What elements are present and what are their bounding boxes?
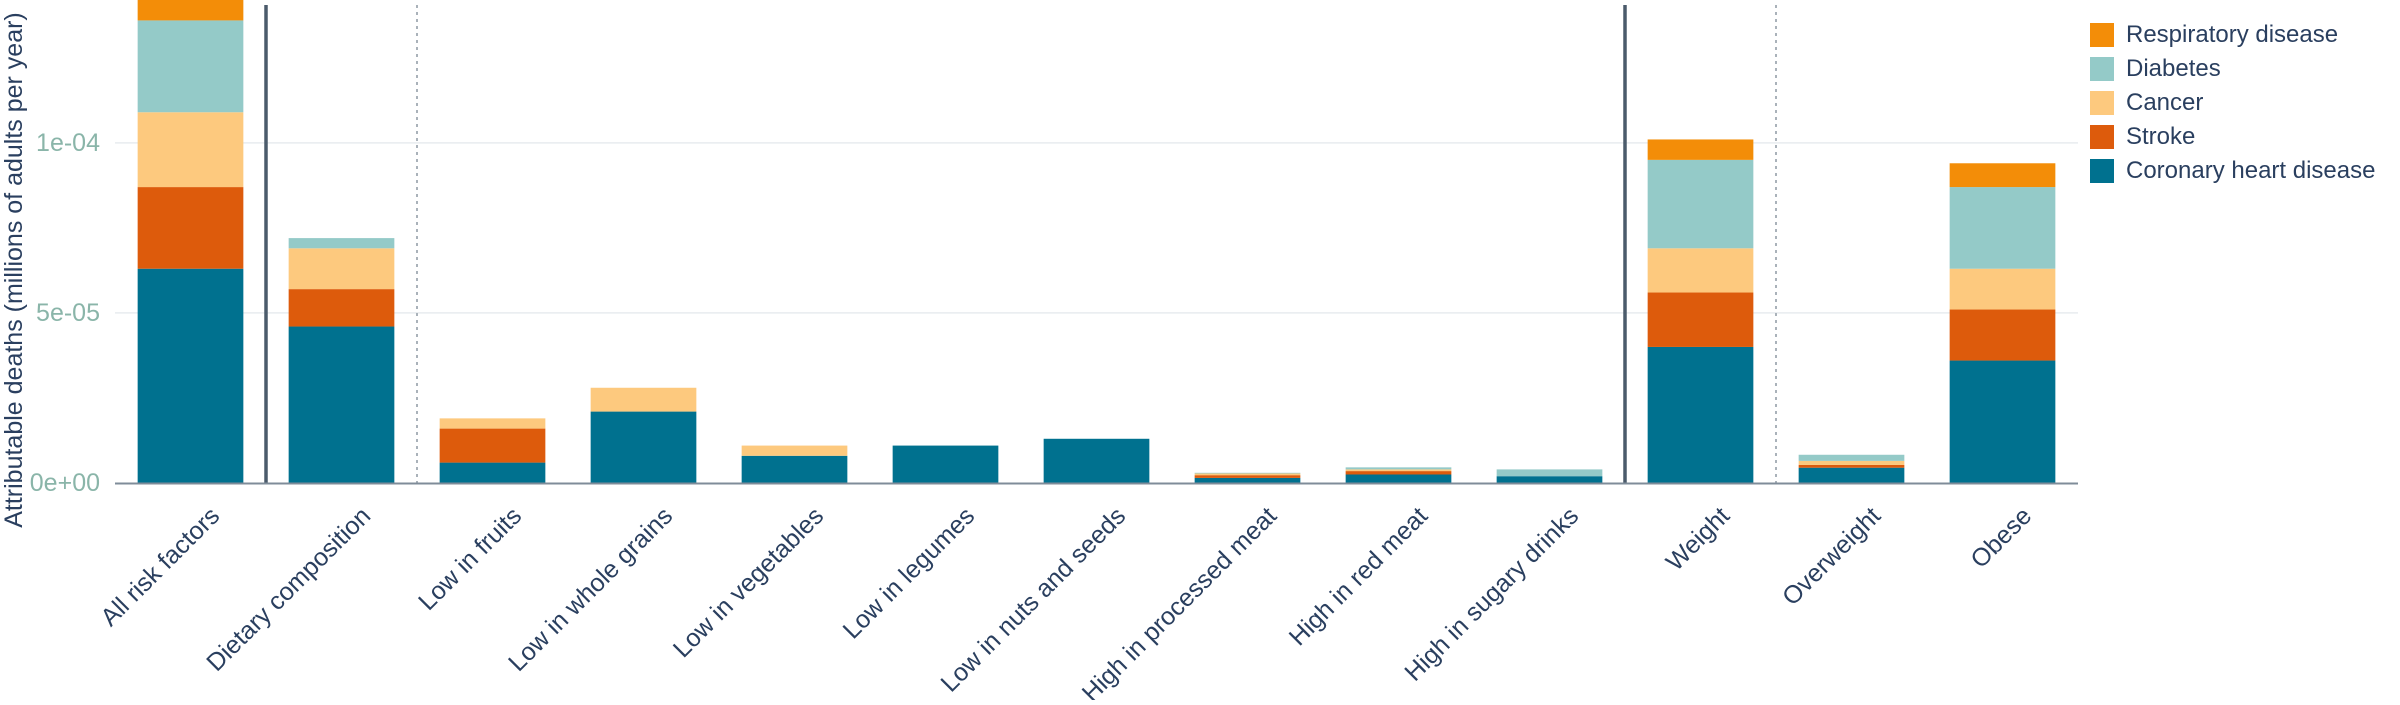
x-tick-label-overweight: Overweight <box>1777 502 1886 611</box>
bar-stack-weight <box>1647 139 1754 483</box>
bar-all-risk-factors-diabetes[interactable] <box>137 20 244 113</box>
bar-dietary-composition-cancer[interactable] <box>288 248 395 290</box>
bar-all-risk-factors-coronary-heart-disease[interactable] <box>137 268 244 483</box>
bar-stack-all-risk-factors <box>137 0 244 483</box>
bar-low-in-whole-grains-coronary-heart-disease[interactable] <box>590 411 697 483</box>
x-tick-label-weight: Weight <box>1661 502 1736 577</box>
bars <box>137 0 2056 483</box>
bar-stack-obese <box>1949 163 2056 483</box>
legend-item-coronary-heart-disease[interactable]: Coronary heart disease <box>2090 154 2375 188</box>
bar-overweight-stroke[interactable] <box>1798 464 1905 468</box>
legend-label-coronary-heart-disease: Coronary heart disease <box>2126 157 2376 184</box>
bar-high-in-sugary-drinks-diabetes[interactable] <box>1496 469 1603 477</box>
bar-overweight-cancer[interactable] <box>1798 460 1905 465</box>
bar-high-in-red-meat-diabetes[interactable] <box>1345 467 1452 470</box>
bar-all-risk-factors-cancer[interactable] <box>137 112 244 188</box>
legend-label-cancer: Cancer <box>2126 89 2204 116</box>
bar-overweight-coronary-heart-disease[interactable] <box>1798 467 1905 483</box>
bar-dietary-composition-diabetes[interactable] <box>288 238 395 249</box>
bar-low-in-vegetables-cancer[interactable] <box>741 445 848 456</box>
bar-overweight-diabetes[interactable] <box>1798 454 1905 461</box>
y-tick-label-2: 1e-04 <box>36 129 100 157</box>
bar-stack-low-in-vegetables <box>741 445 848 483</box>
x-tick-label-all-risk-factors: All risk factors <box>95 502 225 632</box>
bar-weight-respiratory-disease[interactable] <box>1647 139 1754 160</box>
legend-swatch-stroke <box>2090 125 2114 149</box>
x-tick-label-low-in-whole-grains: Low in whole grains <box>503 502 678 677</box>
bar-obese-cancer[interactable] <box>1949 268 2056 310</box>
bar-dietary-composition-stroke[interactable] <box>288 289 395 327</box>
bar-low-in-fruits-stroke[interactable] <box>439 428 546 463</box>
legend-label-diabetes: Diabetes <box>2126 55 2221 82</box>
bar-stack-high-in-red-meat <box>1345 467 1452 483</box>
bar-stack-high-in-sugary-drinks <box>1496 469 1603 483</box>
legend: Respiratory disease Diabetes Cancer Stro… <box>2090 18 2375 188</box>
bar-obese-respiratory-disease[interactable] <box>1949 163 2056 188</box>
bar-stack-high-in-processed-meat <box>1194 472 1301 483</box>
bar-high-in-red-meat-stroke[interactable] <box>1345 471 1452 475</box>
x-tick-label-obese: Obese <box>1965 502 2037 574</box>
legend-item-cancer[interactable]: Cancer <box>2090 86 2375 120</box>
bar-high-in-sugary-drinks-coronary-heart-disease[interactable] <box>1496 476 1603 483</box>
bar-high-in-red-meat-coronary-heart-disease[interactable] <box>1345 474 1452 483</box>
bar-low-in-whole-grains-cancer[interactable] <box>590 387 697 412</box>
bar-high-in-red-meat-cancer[interactable] <box>1345 469 1452 472</box>
bar-obese-coronary-heart-disease[interactable] <box>1949 360 2056 483</box>
bar-obese-stroke[interactable] <box>1949 309 2056 361</box>
x-tick-label-low-in-vegetables: Low in vegetables <box>668 502 829 663</box>
bar-weight-diabetes[interactable] <box>1647 159 1754 249</box>
y-tick-label-0: 0e+00 <box>30 469 100 497</box>
bar-high-in-processed-meat-coronary-heart-disease[interactable] <box>1194 477 1301 483</box>
x-tick-label-dietary-composition: Dietary composition <box>201 502 376 677</box>
bar-stack-low-in-nuts-and-seeds <box>1043 438 1150 483</box>
legend-swatch-coronary-heart-disease <box>2090 159 2114 183</box>
bar-stack-low-in-legumes <box>892 445 999 483</box>
bar-high-in-processed-meat-cancer[interactable] <box>1194 473 1301 476</box>
bar-high-in-processed-meat-stroke[interactable] <box>1194 475 1301 478</box>
bar-low-in-fruits-coronary-heart-disease[interactable] <box>439 462 546 483</box>
legend-swatch-cancer <box>2090 91 2114 115</box>
bar-low-in-vegetables-coronary-heart-disease[interactable] <box>741 455 848 483</box>
bar-stack-overweight <box>1798 454 1905 483</box>
bar-low-in-legumes-coronary-heart-disease[interactable] <box>892 445 999 483</box>
legend-item-respiratory-disease[interactable]: Respiratory disease <box>2090 18 2375 52</box>
legend-label-stroke: Stroke <box>2126 123 2196 150</box>
y-tick-labels: 0e+00 5e-05 1e-04 <box>30 129 100 497</box>
bar-low-in-nuts-and-seeds-coronary-heart-disease[interactable] <box>1043 438 1150 483</box>
legend-item-stroke[interactable]: Stroke <box>2090 120 2375 154</box>
x-tick-label-high-in-red-meat: High in red meat <box>1284 502 1434 652</box>
y-tick-label-1: 5e-05 <box>36 299 100 327</box>
group-separators <box>264 5 1777 483</box>
legend-label-respiratory-disease: Respiratory disease <box>2126 21 2339 48</box>
bar-weight-stroke[interactable] <box>1647 292 1754 347</box>
legend-swatch-diabetes <box>2090 57 2114 81</box>
bar-weight-coronary-heart-disease[interactable] <box>1647 346 1754 483</box>
bar-stack-dietary-composition <box>288 238 395 483</box>
bar-all-risk-factors-stroke[interactable] <box>137 187 244 269</box>
bar-high-in-processed-meat-diabetes[interactable] <box>1194 472 1301 474</box>
x-tick-label-low-in-legumes: Low in legumes <box>838 502 981 645</box>
bar-obese-diabetes[interactable] <box>1949 187 2056 269</box>
bar-stack-low-in-fruits <box>439 418 546 483</box>
x-tick-label-high-in-sugary-drinks: High in sugary drinks <box>1399 502 1584 687</box>
x-tick-label-low-in-fruits: Low in fruits <box>413 502 527 616</box>
gridlines <box>115 142 2078 314</box>
bar-all-risk-factors-respiratory-disease[interactable] <box>137 0 244 21</box>
bar-weight-cancer[interactable] <box>1647 248 1754 293</box>
legend-swatch-respiratory-disease <box>2090 23 2114 47</box>
y-axis-title: Attributable deaths (millions of adults … <box>0 12 28 528</box>
legend-item-diabetes[interactable]: Diabetes <box>2090 52 2375 86</box>
bar-stack-low-in-whole-grains <box>590 387 697 483</box>
bar-low-in-fruits-cancer[interactable] <box>439 418 546 429</box>
bar-dietary-composition-coronary-heart-disease[interactable] <box>288 326 395 483</box>
